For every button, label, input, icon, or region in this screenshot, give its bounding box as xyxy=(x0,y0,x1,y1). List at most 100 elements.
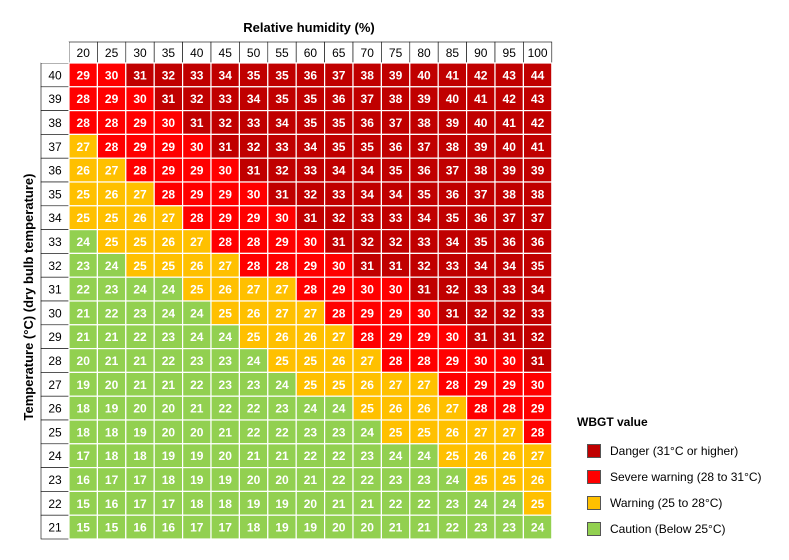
cell-value-label: 41 xyxy=(446,68,460,82)
cell-value-label: 16 xyxy=(133,521,147,535)
cell-value-label: 28 xyxy=(446,378,460,392)
cell-value-label: 21 xyxy=(332,497,346,511)
cell-value-label: 32 xyxy=(361,235,375,249)
cell-value-label: 38 xyxy=(503,187,517,201)
cell-value-label: 33 xyxy=(446,259,460,273)
cell-value-label: 28 xyxy=(247,259,261,273)
cell-value-label: 34 xyxy=(531,283,545,297)
x-tick-label: 75 xyxy=(389,46,403,60)
cell-value-label: 26 xyxy=(417,402,431,416)
cell-value-label: 32 xyxy=(304,187,318,201)
cell-value-label: 22 xyxy=(275,425,289,439)
cell-value-label: 30 xyxy=(304,235,318,249)
cell-value-label: 28 xyxy=(304,283,318,297)
cell-value-label: 17 xyxy=(133,497,147,511)
cell-value-label: 35 xyxy=(531,259,545,273)
cell-value-label: 27 xyxy=(275,283,289,297)
y-tick-label: 32 xyxy=(48,259,62,273)
cell-value-label: 29 xyxy=(389,306,403,320)
cell-value-label: 29 xyxy=(162,140,176,154)
cell-value-label: 23 xyxy=(361,449,375,463)
corner-cell xyxy=(41,42,69,63)
y-tick-label: 26 xyxy=(48,402,62,416)
cell-value-label: 23 xyxy=(304,425,318,439)
cell-value-label: 23 xyxy=(133,306,147,320)
cell-value-label: 23 xyxy=(275,402,289,416)
cell-value-label: 19 xyxy=(190,449,204,463)
cell-value-label: 28 xyxy=(77,92,91,106)
cell-value-label: 34 xyxy=(361,187,375,201)
cell-value-label: 17 xyxy=(105,473,119,487)
x-tick-label: 25 xyxy=(105,46,119,60)
legend-swatch xyxy=(587,521,601,536)
cell-value-label: 42 xyxy=(474,68,488,82)
cell-value-label: 24 xyxy=(190,330,204,344)
cell-value-label: 33 xyxy=(531,306,545,320)
y-tick-label: 37 xyxy=(48,140,62,154)
y-axis-title: Temperature (°C) (dry bulb temperature) xyxy=(21,174,36,421)
cell-value-label: 18 xyxy=(77,425,91,439)
cell-value-label: 25 xyxy=(361,402,375,416)
cell-value-label: 24 xyxy=(503,497,517,511)
cell-value-label: 36 xyxy=(389,140,403,154)
legend-swatch xyxy=(587,443,601,458)
cell-value-label: 28 xyxy=(361,330,375,344)
cell-value-label: 22 xyxy=(446,521,460,535)
legend: WBGT value Danger (31°C or higher) Severe… xyxy=(577,415,762,546)
cell-value-label: 26 xyxy=(219,283,233,297)
cell-value-label: 26 xyxy=(304,330,318,344)
cell-value-label: 20 xyxy=(247,473,261,487)
cell-value-label: 35 xyxy=(474,235,488,249)
cell-value-label: 34 xyxy=(275,116,289,130)
y-tick-label: 21 xyxy=(48,521,62,535)
cell-value-label: 38 xyxy=(446,140,460,154)
legend-label: Warning (25 to 28°C) xyxy=(610,495,723,510)
cell-value-label: 25 xyxy=(474,473,488,487)
cell-value-label: 35 xyxy=(361,140,375,154)
cell-value-label: 30 xyxy=(105,68,119,82)
cell-value-label: 37 xyxy=(389,116,403,130)
cell-value-label: 39 xyxy=(531,164,545,178)
cell-value-label: 33 xyxy=(361,211,375,225)
cell-value-label: 34 xyxy=(332,164,346,178)
cell-value-label: 25 xyxy=(531,497,545,511)
cell-value-label: 26 xyxy=(389,402,403,416)
cell-value-label: 30 xyxy=(219,164,233,178)
cell-value-label: 29 xyxy=(531,402,545,416)
cell-value-label: 38 xyxy=(389,92,403,106)
cell-value-label: 25 xyxy=(503,473,517,487)
cell-value-label: 27 xyxy=(446,402,460,416)
cell-value-label: 25 xyxy=(77,211,91,225)
cell-value-label: 28 xyxy=(77,116,91,130)
cell-value-label: 27 xyxy=(219,259,233,273)
y-tick-label: 29 xyxy=(48,330,62,344)
cell-value-label: 41 xyxy=(474,92,488,106)
cell-value-label: 33 xyxy=(503,283,517,297)
cell-value-label: 29 xyxy=(417,330,431,344)
cell-value-label: 34 xyxy=(304,140,318,154)
y-tick-label: 36 xyxy=(48,164,62,178)
cell-value-label: 29 xyxy=(219,211,233,225)
cell-value-label: 31 xyxy=(417,283,431,297)
cell-value-label: 32 xyxy=(531,330,545,344)
cell-value-label: 38 xyxy=(361,68,375,82)
cell-value-label: 31 xyxy=(361,259,375,273)
cell-value-label: 20 xyxy=(162,402,176,416)
cell-value-label: 30 xyxy=(275,211,289,225)
cell-value-label: 32 xyxy=(247,140,261,154)
cell-value-label: 25 xyxy=(133,259,147,273)
cell-value-label: 33 xyxy=(304,164,318,178)
cell-value-label: 39 xyxy=(446,116,460,130)
cell-value-label: 29 xyxy=(77,68,91,82)
cell-value-label: 31 xyxy=(474,330,488,344)
cell-value-label: 28 xyxy=(162,187,176,201)
cell-value-label: 21 xyxy=(417,521,431,535)
cell-value-label: 30 xyxy=(190,140,204,154)
cell-value-label: 22 xyxy=(332,473,346,487)
cell-value-label: 26 xyxy=(446,425,460,439)
cell-value-label: 32 xyxy=(219,116,233,130)
x-tick-label: 50 xyxy=(247,46,261,60)
cell-value-label: 21 xyxy=(219,425,233,439)
cell-value-label: 26 xyxy=(162,235,176,249)
cell-value-label: 17 xyxy=(190,521,204,535)
